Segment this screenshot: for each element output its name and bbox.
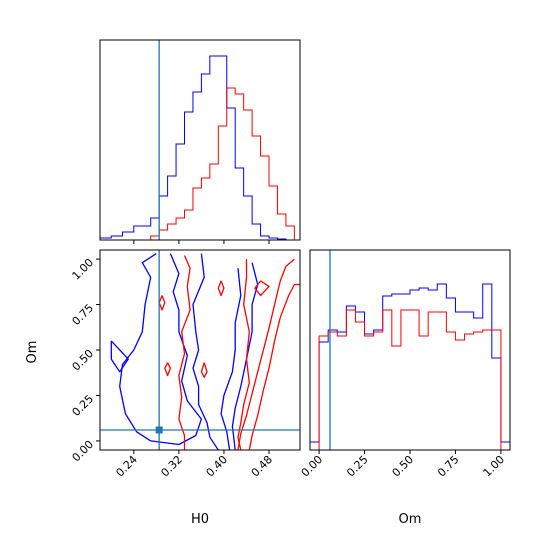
contour-om-ytick-label: 0.75 xyxy=(70,301,97,328)
contour-line-0-1 xyxy=(192,253,219,450)
h0-histogram-panel xyxy=(99,39,301,244)
contour-h0-xtick-label: 0.48 xyxy=(249,453,276,480)
contour-line-0-4 xyxy=(110,340,129,373)
contour-om-ytick-label: 0.25 xyxy=(70,392,97,419)
histogram-h0-series-0 xyxy=(99,55,295,241)
contour-h0-xtick-label: 0.32 xyxy=(158,453,185,480)
contour-line-1-5 xyxy=(164,362,172,377)
contour-line-0-0 xyxy=(119,253,203,446)
contour-om-ytick-label: 0.00 xyxy=(70,438,97,465)
contour-line-1-4 xyxy=(158,295,166,311)
om-histogram-frame xyxy=(309,249,511,451)
contour-line-1-2 xyxy=(178,255,191,450)
om-right-xtick-label: 0.00 xyxy=(299,453,326,480)
contour-layer xyxy=(100,250,300,450)
om-right-xtick-label: 0.25 xyxy=(344,453,371,480)
truth-marker xyxy=(155,426,163,434)
contour-line-1-8 xyxy=(254,280,270,297)
contour-line-1-0 xyxy=(237,258,295,450)
contour-line-1-7 xyxy=(217,280,225,297)
h0-histogram-frame xyxy=(99,39,301,241)
x-axis-label-om: Om xyxy=(399,512,422,527)
y-axis-label-om: Om xyxy=(25,341,40,364)
histogram-om-series-1 xyxy=(310,309,510,451)
contour-h0-xtick-label: 0.40 xyxy=(204,453,231,480)
contour-line-1-6 xyxy=(200,362,208,378)
om-histogram-panel: 0.00 0.25 0.50 0.75 1.00 xyxy=(299,249,511,480)
x-axis-label-h0: H0 xyxy=(191,512,209,527)
histogram-om-series-0 xyxy=(309,283,511,450)
histogram-h0-series-1 xyxy=(100,87,295,241)
om-right-xtick-label: 0.50 xyxy=(390,453,417,480)
h0-om-contour-panel: 0.24 0.32 0.40 0.48 0.00 0.25 0.50 0.75 1.00 xyxy=(70,249,301,480)
contour-line-0-2 xyxy=(220,268,242,450)
om-right-xtick-label: 1.00 xyxy=(481,453,508,480)
om-right-xtick-label: 0.75 xyxy=(435,453,462,480)
contour-om-ytick-label: 0.50 xyxy=(70,347,97,374)
contour-line-1-1 xyxy=(248,283,300,450)
contour-h0-xtick-label: 0.24 xyxy=(113,453,140,480)
contour-om-ytick-label: 1.00 xyxy=(70,256,97,283)
